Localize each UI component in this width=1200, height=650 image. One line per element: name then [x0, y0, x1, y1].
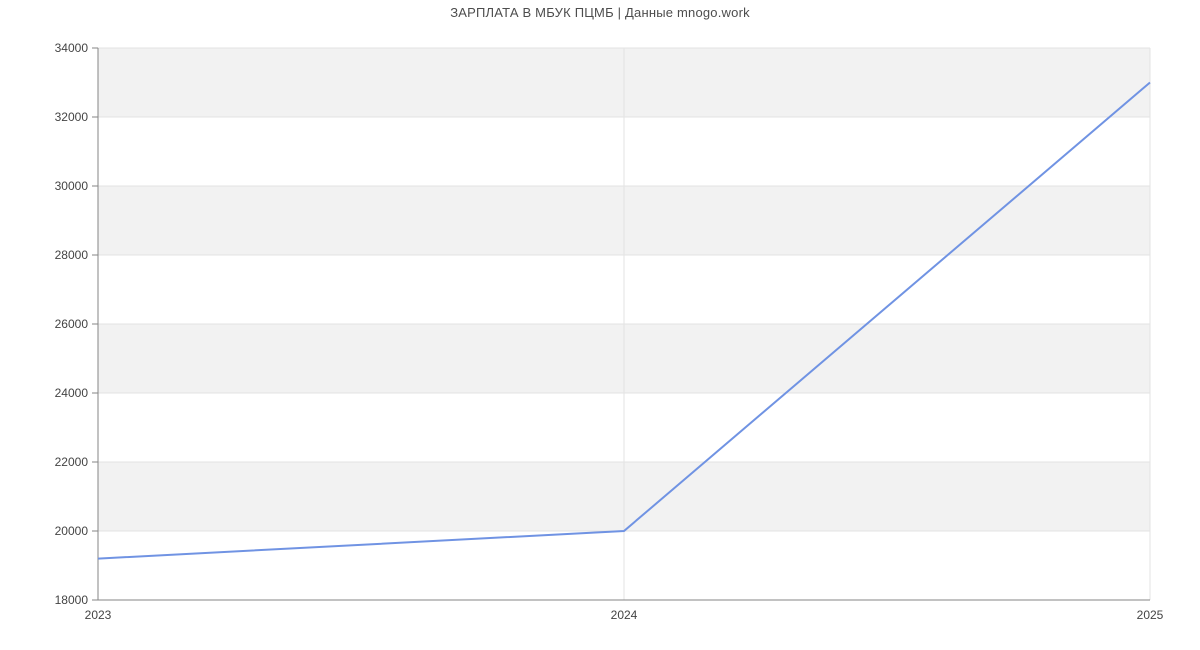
y-tick-label: 20000: [55, 524, 89, 538]
y-tick-label: 18000: [55, 593, 89, 607]
y-tick-label: 32000: [55, 110, 89, 124]
salary-line: [97, 81, 1151, 560]
x-tick-label: 2023: [85, 608, 112, 622]
y-tick-label: 34000: [55, 41, 89, 55]
y-tick-label: 24000: [55, 386, 89, 400]
y-tick-label: 22000: [55, 455, 89, 469]
y-tick-label: 26000: [55, 317, 89, 331]
y-tick-label: 28000: [55, 248, 89, 262]
x-tick-label: 2025: [1137, 608, 1164, 622]
y-tick-label: 30000: [55, 179, 89, 193]
x-tick-label: 2024: [611, 608, 638, 622]
chart-title: ЗАРПЛАТА В МБУК ПЦМБ | Данные mnogo.work: [450, 5, 750, 20]
